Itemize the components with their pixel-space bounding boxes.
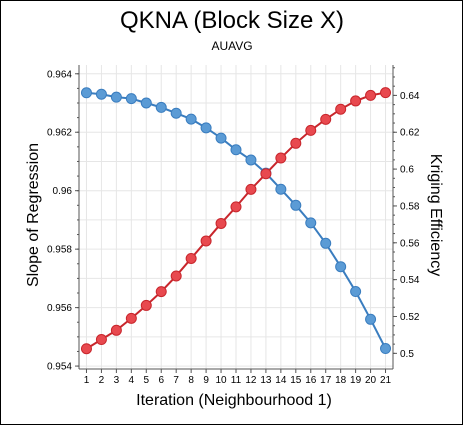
data-point-right	[260, 168, 272, 180]
x-axis-label: Iteration (Neighbourhood 1)	[136, 392, 332, 409]
data-point-right	[335, 103, 347, 115]
x-tick-label: 18	[335, 375, 347, 386]
x-tick-label: 11	[231, 375, 242, 386]
data-point-left	[110, 91, 122, 103]
data-point-left	[350, 286, 362, 298]
x-tick-label: 9	[203, 375, 209, 386]
x-tick-label: 19	[350, 375, 362, 386]
x-tick-label: 6	[158, 375, 164, 386]
y-right-tick-label: 0.64	[400, 91, 420, 102]
x-tick-label: 21	[380, 375, 392, 386]
x-tick-label: 16	[305, 375, 317, 386]
y-right-tick-label: 0.5	[400, 349, 414, 360]
y-right-tick-label: 0.52	[400, 312, 420, 323]
data-point-left	[125, 93, 137, 105]
data-point-left	[305, 217, 317, 229]
data-point-left	[185, 113, 197, 125]
x-tick-label: 1	[84, 375, 90, 386]
data-point-right	[380, 87, 392, 99]
y-right-tick-label: 0.6	[400, 165, 414, 176]
x-tick-label: 14	[275, 375, 287, 386]
y-left-axis-label: Slope of Regression	[25, 143, 42, 287]
x-tick-label: 20	[365, 375, 377, 386]
x-tick-label: 4	[129, 375, 135, 386]
y-left-tick-label: 0.958	[47, 245, 72, 256]
data-point-left	[380, 343, 392, 355]
x-tick-label: 5	[144, 375, 150, 386]
chart-title: QKNA (Block Size X)	[120, 7, 344, 34]
x-tick-label: 12	[245, 375, 257, 386]
data-point-right	[305, 124, 317, 136]
data-point-right	[215, 217, 227, 229]
data-point-left	[170, 107, 182, 119]
data-point-left	[140, 97, 152, 109]
y-right-axis-label: Kriging Efficiency	[427, 154, 444, 276]
x-tick-label: 17	[320, 375, 332, 386]
data-point-left	[245, 154, 257, 166]
x-tick-label: 10	[215, 375, 227, 386]
data-point-right	[365, 89, 377, 101]
x-tick-label: 2	[99, 375, 105, 386]
data-point-right	[200, 235, 212, 247]
data-point-right	[230, 201, 242, 213]
data-point-right	[170, 270, 182, 282]
data-point-right	[110, 324, 122, 336]
data-point-left	[365, 313, 377, 325]
y-right-tick-label: 0.54	[400, 275, 420, 286]
data-point-right	[80, 343, 92, 355]
data-point-left	[290, 199, 302, 211]
data-point-left	[320, 237, 332, 249]
y-left-tick-label: 0.962	[47, 128, 72, 139]
x-tick-label: 7	[173, 375, 179, 386]
data-point-right	[185, 252, 197, 264]
y-left-tick-label: 0.954	[47, 362, 72, 373]
data-point-right	[155, 286, 167, 298]
data-point-right	[125, 312, 137, 324]
y-left-tick-label: 0.96	[53, 186, 73, 197]
data-point-right	[95, 334, 107, 346]
plot-area: 1 2 3 4 5 6 7 8 9 10 11 12 13 14 15 16 17 18 19 20 210.9540.…	[47, 65, 420, 386]
data-point-right	[275, 152, 287, 164]
data-point-left	[275, 183, 287, 195]
data-point-right	[140, 299, 152, 311]
data-point-left	[335, 261, 347, 273]
data-point-left	[230, 144, 242, 156]
data-point-right	[290, 137, 302, 149]
x-tick-label: 15	[290, 375, 302, 386]
y-left-tick-label: 0.956	[47, 303, 72, 314]
y-right-tick-label: 0.58	[400, 201, 420, 212]
y-right-tick-label: 0.56	[400, 238, 420, 249]
x-tick-label: 8	[188, 375, 194, 386]
y-right-tick-label: 0.62	[400, 128, 420, 139]
y-left-tick-label: 0.964	[47, 69, 72, 80]
data-point-right	[245, 183, 257, 195]
x-tick-label: 13	[260, 375, 272, 386]
data-point-left	[215, 132, 227, 144]
data-point-right	[320, 113, 332, 125]
data-point-right	[350, 95, 362, 107]
x-tick-label: 3	[114, 375, 120, 386]
data-point-left	[95, 88, 107, 100]
chart-subtitle: AUAVG	[211, 39, 252, 53]
data-point-left	[155, 101, 167, 113]
data-point-left	[80, 87, 92, 99]
data-point-left	[200, 122, 212, 134]
